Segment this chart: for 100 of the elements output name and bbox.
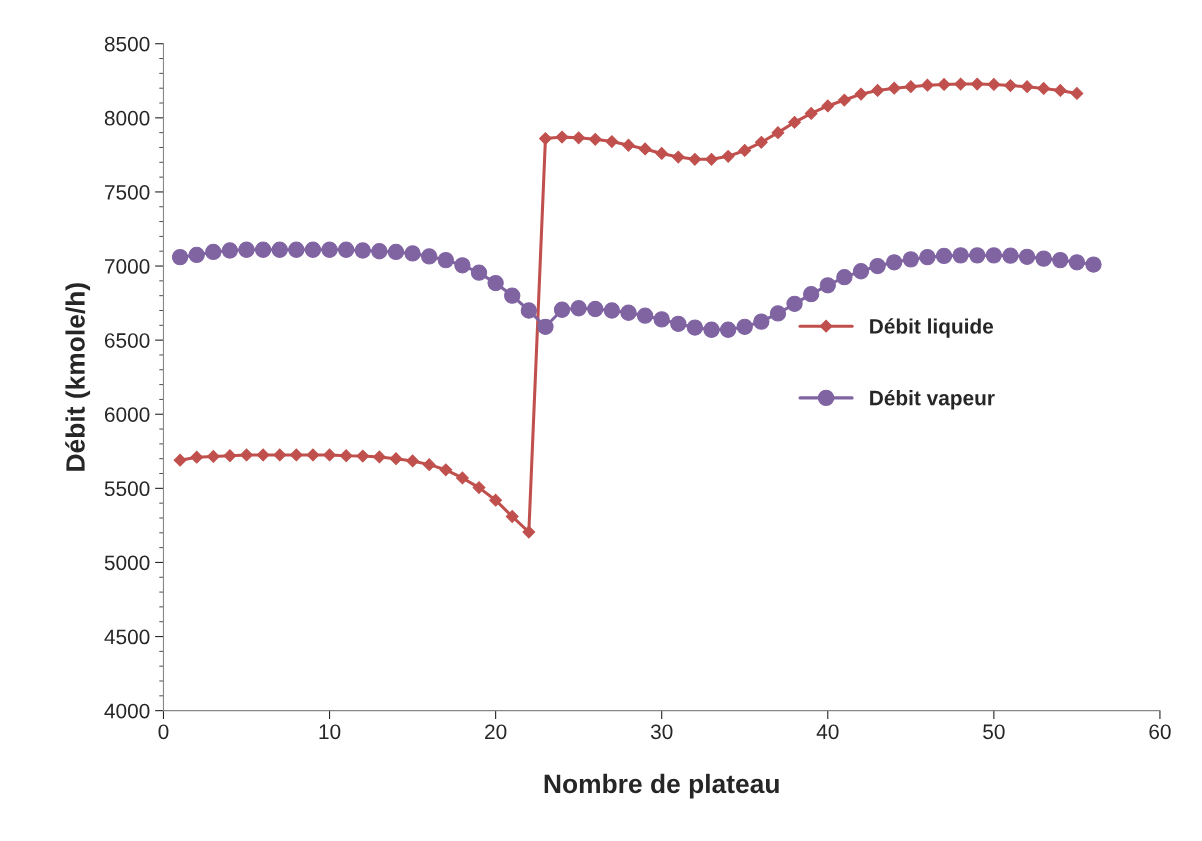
point [553, 301, 571, 318]
point [836, 268, 853, 286]
x-tick-label: 30 [650, 724, 673, 740]
point [771, 126, 785, 140]
point [223, 449, 237, 463]
point [1035, 250, 1052, 267]
point [804, 106, 818, 120]
point [304, 241, 322, 258]
y-tick-label: 5000 [104, 555, 150, 571]
point [821, 99, 835, 113]
point [736, 318, 753, 335]
point [719, 321, 737, 338]
x-tick-label: 60 [1149, 724, 1171, 740]
point [819, 277, 836, 294]
point [472, 481, 486, 495]
point [339, 449, 353, 463]
point [886, 254, 903, 271]
point [969, 247, 986, 264]
point [985, 247, 1003, 264]
point [1070, 86, 1084, 100]
point [406, 454, 419, 468]
point [952, 247, 969, 264]
point [1052, 251, 1069, 269]
point [572, 131, 586, 145]
point [1053, 84, 1067, 97]
x-axis-title: Nombre de plateau [544, 773, 779, 799]
x-tick-label: 50 [983, 724, 1005, 740]
point [970, 77, 984, 91]
point [437, 251, 454, 269]
point [338, 241, 355, 258]
point [238, 241, 255, 258]
point [539, 132, 552, 145]
point [404, 245, 421, 262]
point [489, 493, 503, 507]
point [887, 81, 901, 95]
point [289, 448, 303, 462]
point [421, 248, 438, 265]
y-tick-label: 7500 [105, 184, 150, 200]
point [422, 458, 436, 472]
point [603, 302, 621, 319]
point [587, 300, 604, 318]
point [837, 93, 851, 107]
point [987, 78, 1001, 91]
point [254, 241, 272, 258]
point [671, 150, 685, 164]
point [902, 251, 919, 268]
point [655, 146, 669, 160]
point [738, 144, 752, 157]
point [537, 318, 554, 335]
point [520, 302, 537, 319]
point [605, 135, 619, 148]
point [803, 286, 820, 303]
y-tick-label: 4000 [104, 703, 150, 719]
point [788, 115, 801, 129]
legend-label: Débit vapeur [870, 389, 995, 410]
point [504, 287, 521, 304]
point [705, 152, 718, 166]
point [753, 313, 770, 330]
point [588, 132, 602, 146]
point [620, 304, 637, 321]
point [721, 149, 735, 163]
y-tick-label: 6000 [104, 407, 150, 422]
point [271, 241, 288, 258]
point [190, 450, 204, 464]
point [1037, 82, 1051, 95]
point [205, 243, 222, 261]
point [372, 450, 386, 464]
point [1018, 248, 1036, 266]
point [221, 242, 239, 259]
y-tick-label: 8500 [104, 36, 150, 52]
point [273, 448, 287, 462]
x-tick-label: 0 [158, 724, 169, 740]
point [1020, 80, 1034, 94]
point [188, 246, 205, 264]
point [703, 321, 720, 338]
point [754, 135, 768, 149]
point [505, 510, 519, 523]
point [555, 130, 569, 144]
point [371, 243, 388, 260]
point [171, 248, 189, 266]
point [1002, 247, 1019, 264]
point [688, 152, 702, 166]
point [653, 311, 670, 328]
point [354, 242, 371, 259]
y-tick-label: 8000 [104, 110, 150, 126]
point [904, 80, 918, 94]
point [206, 450, 220, 463]
point [288, 241, 305, 258]
point [871, 84, 885, 97]
x-tick-label: 20 [485, 724, 507, 740]
point [487, 274, 504, 292]
point [356, 449, 370, 463]
point [954, 77, 968, 91]
point [439, 463, 453, 477]
point [769, 305, 787, 322]
point [921, 78, 934, 92]
point [1068, 254, 1086, 271]
legend-label: Débit liquide [870, 318, 994, 338]
point [387, 243, 405, 261]
point [522, 525, 536, 539]
